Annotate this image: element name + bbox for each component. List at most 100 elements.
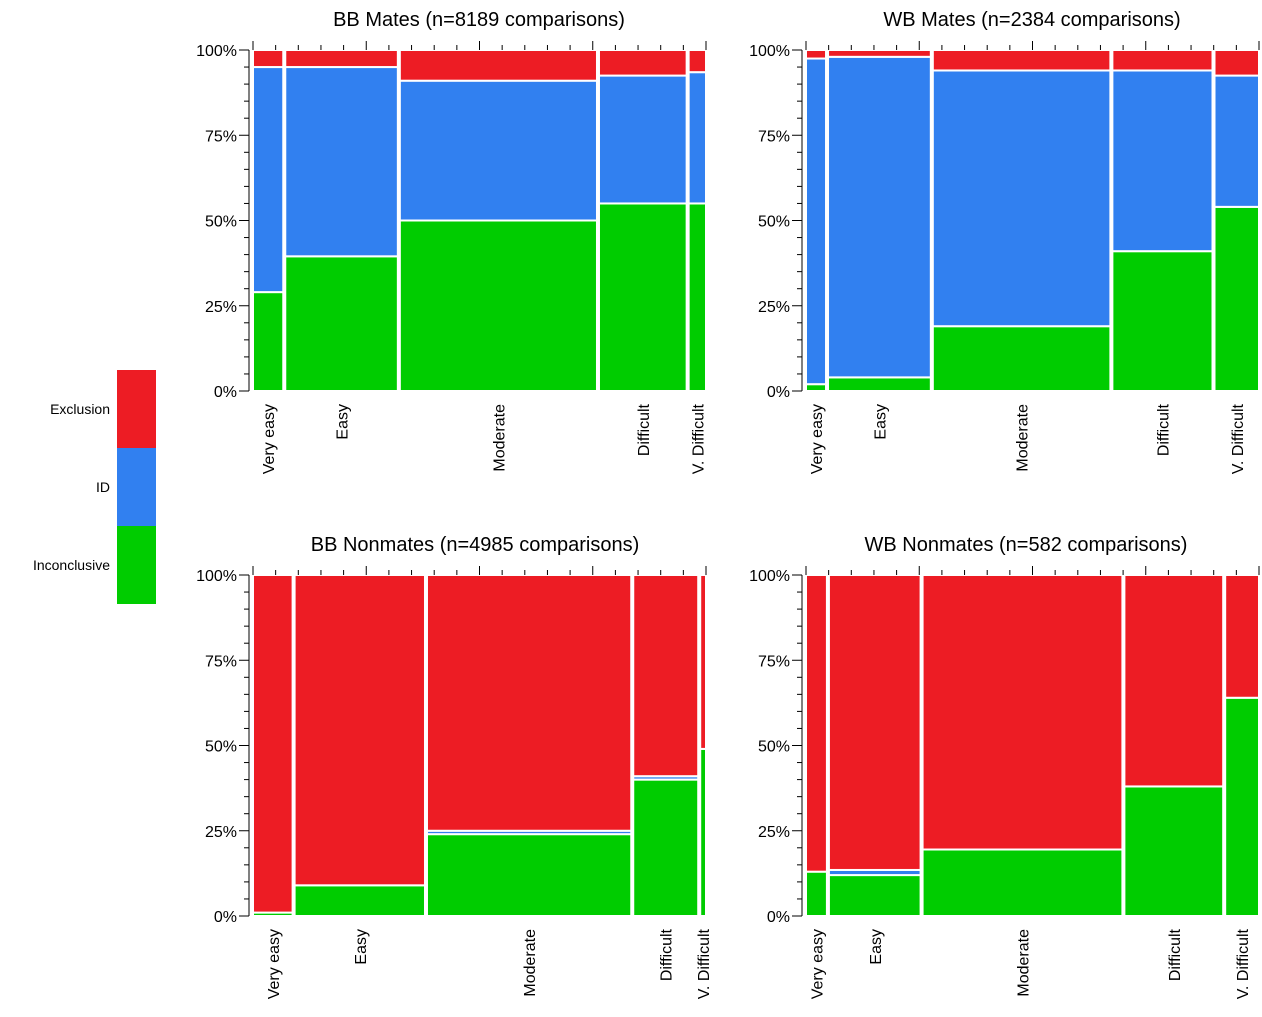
tile-exclusion-difficult <box>597 49 688 77</box>
tile-exclusion-moderate <box>931 49 1112 72</box>
y-tick-label: 100% <box>196 568 237 585</box>
tile-exclusion-moderate <box>398 49 598 82</box>
y-tick-label: 50% <box>758 739 790 756</box>
tile-inconclusive-v-difficult <box>699 747 708 917</box>
legend-swatch-exclusion <box>117 370 156 448</box>
chart-panel-3: BB Nonmates (n=4985 comparisons) 0% 25% 50%… <box>196 534 713 999</box>
chart-panel-2: WB Mates (n=2384 comparisons) 0% 25% 50% 75%… <box>749 9 1260 474</box>
y-tick-label: 25% <box>758 824 790 841</box>
tile-inconclusive-v-difficult <box>687 202 708 392</box>
category-label: Very easy <box>266 929 283 999</box>
category-label: V. Difficult <box>1235 928 1252 999</box>
category-label: Difficult <box>1155 403 1172 456</box>
tile-exclusion-very-easy <box>805 49 828 60</box>
tile-inconclusive-very-easy <box>805 870 828 917</box>
y-tick-label: 50% <box>758 214 790 231</box>
tile-inconclusive-moderate <box>931 325 1112 392</box>
panel-title: WB Nonmates (n=582 comparisons) <box>865 534 1188 556</box>
chart-panel-4: WB Nonmates (n=582 comparisons) 0% 25% 50% 7… <box>749 534 1261 999</box>
category-label: Easy <box>335 404 352 440</box>
tile-exclusion-difficult <box>1123 574 1225 788</box>
tile-exclusion-moderate <box>921 574 1124 851</box>
category-label: Moderate <box>522 929 539 997</box>
category-label: Moderate <box>491 404 508 472</box>
tile-inconclusive-very-easy <box>805 383 828 392</box>
legend: Exclusion ID Inconclusive <box>33 370 156 604</box>
y-tick-label: 75% <box>758 653 790 670</box>
panel-title: BB Nonmates (n=4985 comparisons) <box>311 534 640 556</box>
tile-id-moderate <box>931 69 1112 328</box>
tile-exclusion-v-difficult <box>699 574 708 750</box>
panel-title: WB Mates (n=2384 comparisons) <box>883 9 1180 31</box>
panel-title: BB Mates (n=8189 comparisons) <box>333 9 625 31</box>
y-tick-label: 25% <box>205 299 237 316</box>
category-label: Very easy <box>261 404 278 474</box>
tile-inconclusive-moderate <box>425 833 633 917</box>
tile-exclusion-easy <box>827 49 932 58</box>
tile-inconclusive-easy <box>284 255 399 392</box>
tile-inconclusive-v-difficult <box>1213 205 1260 392</box>
category-label: Difficult <box>659 928 676 981</box>
tile-id-very-easy <box>252 66 285 294</box>
category-label: V. Difficult <box>696 928 713 999</box>
tile-exclusion-v-difficult <box>687 49 708 74</box>
tile-inconclusive-difficult <box>1111 250 1214 392</box>
tile-inconclusive-easy <box>827 376 932 392</box>
tile-id-very-easy <box>805 57 828 386</box>
y-tick-label: 0% <box>767 909 790 926</box>
tile-exclusion-very-easy <box>252 49 285 69</box>
y-tick-label: 0% <box>767 384 790 401</box>
chart-panel-1: BB Mates (n=8189 comparisons) 0% 25% 50% 75%… <box>196 9 707 474</box>
tile-id-moderate <box>398 79 598 222</box>
y-tick-label: 75% <box>205 653 237 670</box>
tile-id-easy <box>284 66 399 258</box>
tile-exclusion-very-easy <box>252 574 294 914</box>
category-label: Very easy <box>809 404 826 474</box>
tile-inconclusive-difficult <box>632 778 700 917</box>
category-label: Moderate <box>1015 929 1032 997</box>
tile-inconclusive-very-easy <box>252 291 285 392</box>
y-tick-label: 25% <box>205 824 237 841</box>
tile-inconclusive-difficult <box>1123 785 1225 917</box>
category-label: V. Difficult <box>690 403 707 474</box>
tile-exclusion-v-difficult <box>1224 574 1261 699</box>
tile-inconclusive-v-difficult <box>1224 696 1261 918</box>
tile-exclusion-moderate <box>425 574 633 832</box>
tile-id-v-difficult <box>687 71 708 205</box>
y-tick-label: 0% <box>214 909 237 926</box>
tile-id-v-difficult <box>1213 74 1260 208</box>
tile-exclusion-very-easy <box>805 574 828 873</box>
category-label: Easy <box>872 404 889 440</box>
y-tick-label: 0% <box>214 384 237 401</box>
category-label: Easy <box>353 929 370 965</box>
tile-inconclusive-moderate <box>921 848 1124 918</box>
tile-inconclusive-difficult <box>597 202 688 392</box>
tile-exclusion-difficult <box>632 574 700 778</box>
y-tick-label: 50% <box>205 214 237 231</box>
tile-exclusion-v-difficult <box>1213 49 1260 77</box>
tile-exclusion-difficult <box>1111 49 1214 72</box>
tile-inconclusive-easy <box>827 874 922 918</box>
y-tick-label: 25% <box>758 299 790 316</box>
tile-exclusion-easy <box>284 49 399 69</box>
category-label: Difficult <box>1167 928 1184 981</box>
category-label: Difficult <box>636 403 653 456</box>
legend-swatch-id <box>117 448 156 526</box>
y-tick-label: 100% <box>749 568 790 585</box>
tile-id-difficult <box>597 74 688 205</box>
tile-id-easy <box>827 55 932 379</box>
category-label: Easy <box>868 929 885 965</box>
tile-inconclusive-easy <box>293 884 426 917</box>
legend-swatch-inconclusive <box>117 526 156 604</box>
y-tick-label: 75% <box>205 128 237 145</box>
y-tick-label: 50% <box>205 739 237 756</box>
category-label: Very easy <box>809 929 826 999</box>
tile-exclusion-easy <box>827 574 922 871</box>
legend-label: Inconclusive <box>33 557 110 573</box>
tile-inconclusive-moderate <box>398 219 598 392</box>
legend-label: Exclusion <box>50 401 110 417</box>
y-tick-label: 75% <box>758 128 790 145</box>
y-tick-label: 100% <box>196 43 237 60</box>
legend-label: ID <box>96 479 110 495</box>
